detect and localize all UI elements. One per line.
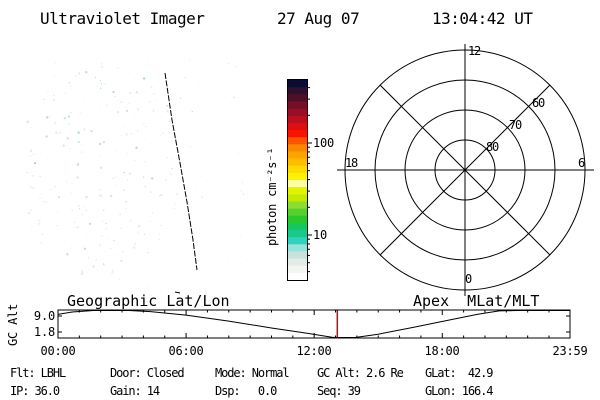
status-flt: Flt: LBHL: [10, 366, 66, 380]
status-door: Door: Closed: [110, 366, 185, 380]
altitude-ytick-1.8: 1.8: [33, 325, 55, 339]
colorbar-tick-100: 100: [313, 136, 335, 150]
date-display: 27 Aug 07: [277, 9, 360, 28]
xtick-1200: 12:00: [296, 344, 332, 358]
status-gain: Gain: 14: [110, 384, 160, 398]
status-dsp: Dsp: 0.0: [215, 384, 277, 398]
orbit-altitude-curve: [57, 310, 570, 338]
limb-arc: [164, 72, 198, 271]
polar-lat-80: 80: [486, 140, 499, 154]
limb-arc-fragment: [174, 291, 181, 294]
geographic-latlon-label: Geographic Lat/Lon: [67, 292, 230, 310]
colorbar: [287, 79, 312, 281]
polar-lat-60: 60: [532, 96, 545, 110]
status-seq: Seq: 39: [317, 384, 361, 398]
polar-plot: [337, 44, 594, 296]
apex-mlat-mlt-label: Apex MLat/MLT: [413, 292, 540, 310]
xtick-0600: 06:00: [168, 344, 204, 358]
altitude-ytick-9: 9.0: [33, 309, 55, 323]
status-mode: Mode: Normal: [215, 366, 290, 380]
xtick-1800: 18:00: [424, 344, 460, 358]
altitude-panel: [57, 309, 571, 339]
polar-hour-6: 6: [578, 156, 585, 170]
polar-hour-12: 12: [468, 44, 481, 58]
polar-lat-70: 70: [509, 118, 522, 132]
uv-speckle-field: [26, 56, 249, 292]
uv-image-area: [26, 56, 249, 294]
polar-hour-0: 0: [465, 272, 472, 286]
status-glat: GLat: 42.9: [425, 366, 493, 380]
xtick-2359: 23:59: [552, 344, 588, 358]
polar-hour-18: 18: [345, 156, 358, 170]
xtick-0000: 00:00: [40, 344, 76, 358]
time-display: 13:04:42 UT: [432, 9, 533, 28]
colorbar-unit-label: photon cm⁻²s⁻¹: [265, 147, 279, 246]
colorbar-tick-10: 10: [313, 228, 328, 242]
status-ip: IP: 36.0: [10, 384, 60, 398]
altitude-y-axis-label: GC Alt: [6, 303, 20, 346]
app-title: Ultraviolet Imager: [40, 9, 205, 28]
status-gc-alt: GC Alt: 2.6 Re: [317, 366, 404, 380]
status-glon: GLon: 166.4: [425, 384, 493, 398]
